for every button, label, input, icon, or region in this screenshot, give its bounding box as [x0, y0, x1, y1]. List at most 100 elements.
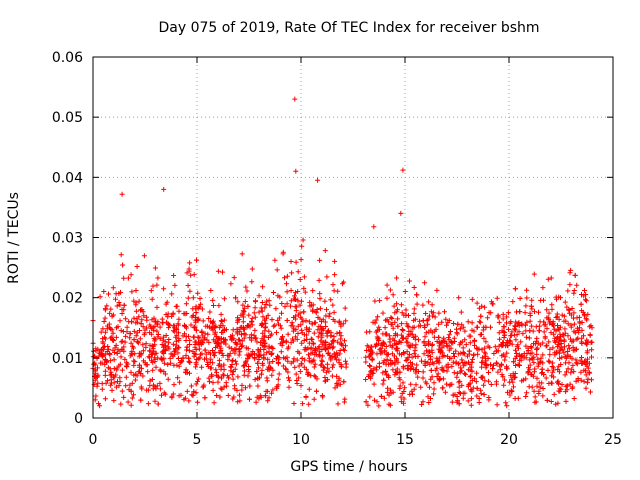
- data-point: [297, 302, 303, 308]
- data-point: [146, 353, 152, 359]
- data-point: [133, 308, 139, 314]
- data-point: [279, 310, 284, 316]
- data-point: [180, 355, 186, 361]
- data-point: [408, 342, 414, 348]
- data-point: [128, 340, 134, 346]
- data-point: [472, 376, 478, 382]
- data-point: [267, 302, 273, 308]
- data-point: [554, 349, 560, 355]
- data-point: [377, 298, 383, 304]
- data-point: [410, 361, 415, 367]
- data-point: [114, 365, 120, 371]
- data-point: [444, 368, 450, 374]
- data-point: [483, 324, 489, 330]
- data-point: [485, 315, 491, 321]
- data-point: [107, 325, 112, 331]
- data-point: [176, 363, 182, 369]
- data-point: [193, 314, 199, 320]
- data-point: [182, 331, 187, 337]
- data-point: [453, 360, 459, 366]
- data-point: [261, 352, 267, 358]
- data-point: [324, 361, 330, 367]
- data-point: [176, 330, 181, 336]
- data-point: [453, 348, 459, 354]
- data-point: [364, 348, 370, 353]
- data-point: [363, 399, 369, 405]
- data-point: [561, 313, 567, 319]
- data-point: [529, 355, 535, 361]
- data-point: [474, 393, 480, 399]
- data-point: [116, 300, 122, 305]
- data-point: [516, 345, 521, 351]
- data-point: [230, 376, 236, 382]
- data-point: [184, 388, 190, 394]
- data-point: [390, 292, 396, 298]
- data-point: [275, 382, 281, 388]
- data-point: [131, 392, 136, 398]
- data-point: [572, 330, 578, 336]
- data-point: [275, 376, 281, 382]
- data-point: [295, 269, 301, 275]
- data-point: [150, 324, 156, 330]
- data-point: [569, 306, 575, 311]
- data-point: [138, 321, 144, 327]
- data-point: [256, 309, 262, 315]
- data-point: [138, 351, 144, 357]
- data-point: [407, 351, 412, 357]
- data-point: [234, 327, 240, 333]
- data-point: [535, 363, 541, 369]
- data-point: [301, 332, 307, 338]
- data-point: [295, 349, 301, 355]
- data-point: [237, 398, 243, 404]
- data-point: [277, 294, 283, 300]
- data-point: [220, 323, 226, 329]
- data-point: [182, 311, 188, 317]
- data-point: [523, 394, 529, 399]
- data-point: [507, 392, 513, 398]
- data-point: [269, 350, 275, 356]
- data-point: [526, 384, 532, 390]
- data-point: [481, 392, 487, 397]
- data-point: [225, 393, 231, 398]
- data-point: [433, 367, 439, 373]
- data-point: [364, 329, 370, 335]
- data-point: [299, 327, 305, 333]
- data-point: [301, 309, 307, 315]
- data-point: [510, 299, 516, 305]
- data-point: [202, 395, 208, 401]
- data-point: [513, 337, 519, 343]
- data-point: [246, 369, 252, 375]
- data-point: [228, 281, 234, 287]
- data-point: [550, 369, 556, 375]
- data-point: [114, 350, 120, 356]
- data-point: [337, 348, 343, 353]
- data-point: [190, 334, 196, 340]
- data-point: [161, 360, 167, 366]
- data-point: [434, 287, 440, 293]
- data-point: [427, 349, 432, 355]
- data-point: [149, 343, 155, 349]
- data-point: [504, 350, 510, 356]
- data-point: [457, 326, 463, 332]
- data-point: [322, 248, 328, 254]
- data-point: [264, 315, 269, 321]
- data-point: [291, 401, 297, 406]
- data-point: [495, 314, 501, 320]
- data-point: [363, 359, 369, 365]
- data-point: [97, 350, 103, 356]
- data-point: [105, 378, 110, 384]
- data-point: [481, 335, 487, 341]
- data-point: [571, 396, 577, 401]
- data-point: [308, 346, 314, 352]
- data-point: [282, 275, 287, 281]
- data-point: [321, 365, 327, 371]
- data-point: [245, 346, 251, 352]
- data-point: [149, 296, 155, 302]
- data-point: [558, 341, 564, 347]
- data-point: [132, 377, 138, 383]
- data-point: [273, 356, 279, 362]
- data-point: [196, 304, 202, 310]
- data-point: [446, 318, 452, 323]
- data-point: [170, 341, 176, 347]
- data-point: [214, 393, 220, 398]
